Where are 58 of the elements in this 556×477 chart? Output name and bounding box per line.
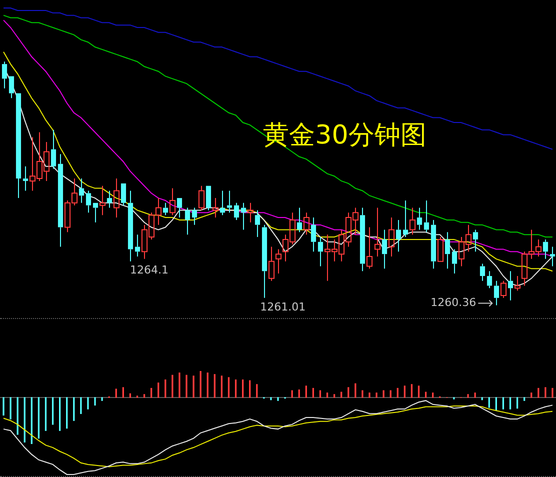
candlestick [184,207,190,236]
candlestick [162,202,168,216]
candlestick [226,190,232,214]
candlestick [402,200,408,238]
candlestick [234,202,240,220]
candlestick [508,270,514,301]
candlestick [374,207,381,257]
candlestick [134,234,140,257]
candlestick [296,207,302,233]
candlestick [472,229,478,252]
candlestick [2,61,8,89]
candlestick [128,190,134,262]
candlestick [275,248,282,274]
candlestick [86,190,92,214]
candlestick [113,178,120,218]
candlestick [262,224,268,298]
candlestick [360,207,366,272]
candlestick [92,202,98,223]
candlestick [444,232,450,270]
candlestick [303,212,310,236]
candlestick [176,198,182,218]
candlestick [78,178,84,204]
candlestick [396,219,402,252]
candlestick [424,200,430,233]
annotation: 1264.1 [130,264,168,277]
candlestick [50,129,56,170]
candlestick [58,154,64,248]
candlestick [542,238,548,260]
candlestick [247,202,254,223]
candlestick [240,202,246,230]
candlestick [430,219,436,270]
candlestick [318,236,324,267]
candlestick [106,190,112,208]
candlestick [99,185,106,216]
candlestick [452,248,458,274]
candlestick [16,93,22,199]
candlestick [550,246,556,267]
candlestick [254,210,260,238]
candlestick [22,166,28,192]
candlestick [366,226,373,270]
annotation: 1261.01 [260,300,306,314]
candlestick [480,263,486,282]
candlestick [382,229,388,270]
candlestick [514,275,521,292]
candlestick [220,190,226,216]
candlestick [120,183,126,206]
candlestick [486,270,492,289]
candlestick [310,217,316,252]
candlestick [268,246,275,282]
annotation: 1260.36 [430,296,476,310]
candlestick [494,280,500,306]
candlestick [169,188,176,216]
candlestick [8,76,14,99]
candlestick [409,207,416,236]
candlestick [388,217,395,257]
candlestick [416,207,422,230]
candlestick [212,198,219,218]
candlestick [192,207,198,226]
